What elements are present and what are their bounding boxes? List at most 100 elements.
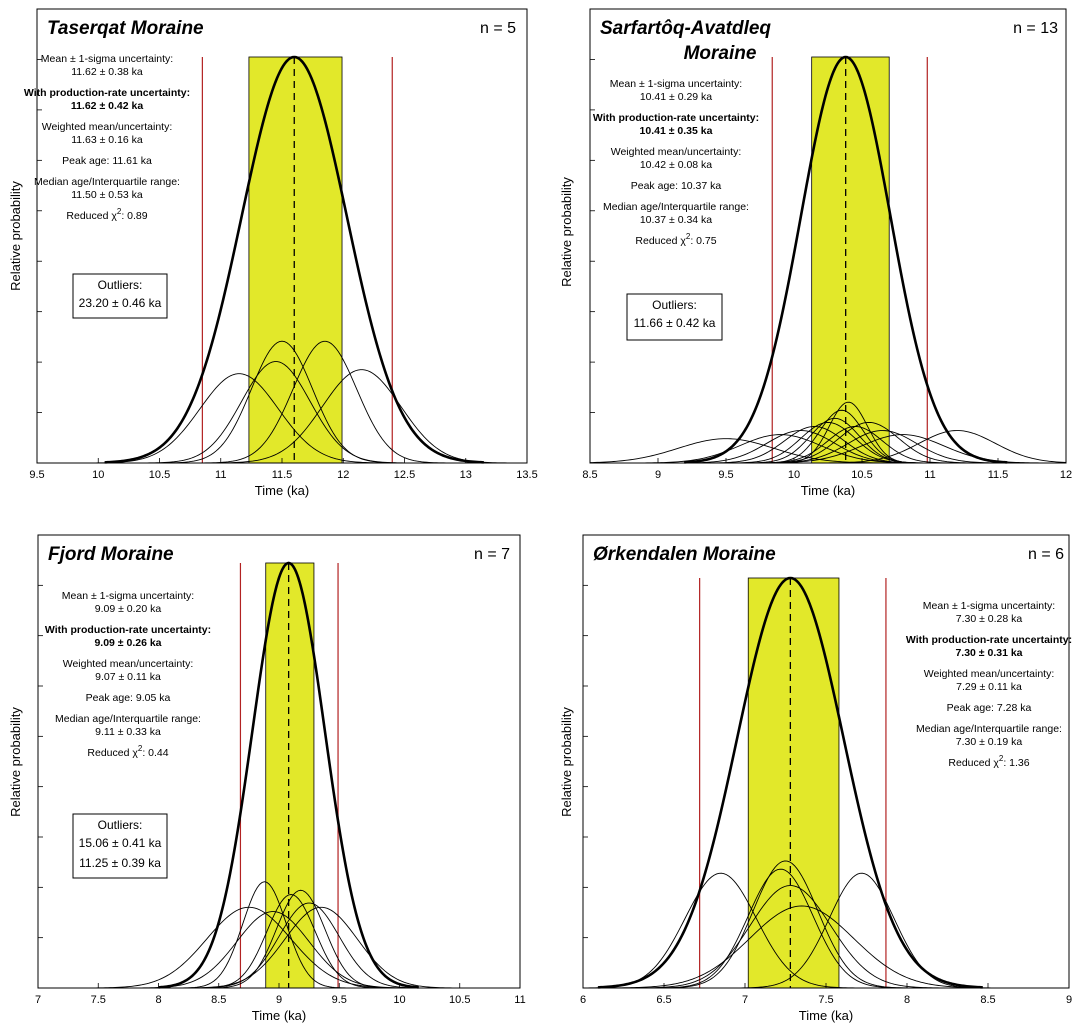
stat-value: 10.37 ± 0.34 ka [640,214,712,226]
panel-title: Taserqat Moraine [47,18,204,39]
x-tick-label: 6.5 [656,994,671,1006]
stat-value: 10.41 ± 0.35 ka [640,125,713,137]
stat-label: Median age/Interquartile range: [603,201,749,213]
stat-label: Peak age: 7.28 ka [947,702,1032,714]
panel-title: Sarfartôq-Avatdleq [600,18,771,39]
outliers-box [72,273,168,319]
stat-label: Weighted mean/uncertainty: [42,121,173,133]
x-tick-label: 9 [655,469,661,481]
panel-fjord: 7 7.5 8 8.5 9 9.5 10 10.5 11 Time (ka) Relative pr… [8,534,526,1023]
outliers-box [72,813,168,879]
outlier-value: 23.20 ± 0.46 ka [79,296,162,310]
x-tick-label: 7.5 [91,994,106,1006]
x-tick-label: 13 [460,469,472,481]
outliers-title: Outliers: [98,818,143,832]
x-tick-label: 10.5 [449,994,470,1006]
stat-value: 7.29 ± 0.11 ka [956,681,1022,693]
panel-title-line-2: Moraine [684,43,757,64]
stat-reduced-chi2: Reduced χ2: 0.75 [635,232,716,247]
stat-value: 9.09 ± 0.20 ka [95,603,162,615]
x-tick-label: 10 [788,469,800,481]
x-tick-label: 7.5 [818,994,833,1006]
stat-label: Peak age: 10.37 ka [631,180,722,192]
sample-count: n = 13 [1013,20,1058,37]
x-tick-label: 9.5 [718,469,733,481]
x-axis-label: Time (ka) [255,483,309,498]
plot-frame [589,8,1067,464]
x-tick-label: 10.5 [851,469,872,481]
x-tick-label: 12.5 [394,469,415,481]
stat-value: 7.30 ± 0.31 ka [955,647,1022,659]
x-tick-label: 6 [580,994,586,1006]
outlier-value: 11.25 ± 0.39 ka [79,856,161,870]
stat-label: Weighted mean/uncertainty: [924,668,1055,680]
stat-label: Mean ± 1-sigma uncertainty: [41,53,173,65]
panel-sarfartoq: 8.5 9 9.5 10 10.5 11 11.5 12 Time (ka) Relative p… [559,8,1072,498]
stat-reduced-chi2: Reduced χ2: 0.44 [87,744,168,759]
stat-label: With production-rate uncertainty: [45,624,211,636]
panel-title: Fjord Moraine [48,544,174,565]
outliers-title: Outliers: [98,278,143,292]
x-tick-label: 8 [155,994,161,1006]
stat-label: Mean ± 1-sigma uncertainty: [923,600,1055,612]
stat-reduced-chi2: Reduced χ2: 1.36 [948,754,1029,769]
stat-value: 11.62 ± 0.38 ka [71,66,143,78]
x-tick-label: 11 [924,469,935,481]
x-tick-label: 8 [904,994,910,1006]
stat-label: With production-rate uncertainty: [593,112,759,124]
stat-value: 9.07 ± 0.11 ka [95,671,161,683]
outliers-box [626,293,723,341]
x-tick-label: 8.5 [211,994,226,1006]
outlier-value: 11.66 ± 0.42 ka [634,316,716,330]
panel-orkendalen: 6 6.5 7 7.5 8 8.5 9 Time (ka) Relative probabili… [559,534,1072,1023]
stat-value: 10.42 ± 0.08 ka [640,159,712,171]
stat-label: Median age/Interquartile range: [34,176,180,188]
panel-taserqat: 9.5 10 10.5 11 11.5 12 12.5 13 13.5 Time (ka) Rela… [8,8,538,498]
x-tick-label: 8.5 [582,469,597,481]
uncertainty-band [811,56,890,464]
x-tick-label: 7 [742,994,748,1006]
stat-label: Median age/Interquartile range: [916,723,1062,735]
x-tick-label: 9.5 [29,469,44,481]
x-axis-label: Time (ka) [799,1008,853,1023]
sample-count: n = 5 [480,20,516,37]
x-tick-label: 13.5 [516,469,537,481]
stat-value: 11.50 ± 0.53 ka [71,189,143,201]
x-tick-label: 10 [92,469,104,481]
stat-label: Median age/Interquartile range: [55,713,201,725]
stat-value: 7.30 ± 0.28 ka [956,613,1023,625]
stat-reduced-chi2: Reduced χ2: 0.89 [66,207,147,222]
stat-label: Weighted mean/uncertainty: [611,146,742,158]
y-axis-label: Relative probability [8,707,23,817]
x-tick-label: 9 [276,994,282,1006]
sample-count: n = 7 [474,546,510,563]
x-axis-label: Time (ka) [252,1008,306,1023]
y-axis-label: Relative probability [559,177,574,287]
x-tick-label: 11.5 [272,469,293,481]
stat-value: 11.62 ± 0.42 ka [71,100,143,112]
outliers-title: Outliers: [652,298,697,312]
stat-label: With production-rate uncertainty: [24,87,190,99]
uncertainty-band [265,562,315,989]
y-axis-label: Relative probability [8,181,23,291]
x-tick-label: 9.5 [332,994,347,1006]
x-tick-label: 7 [35,994,41,1006]
x-tick-label: 8.5 [980,994,995,1006]
stat-label: Weighted mean/uncertainty: [63,658,194,670]
stat-value: 7.30 ± 0.19 ka [956,736,1023,748]
stat-value: 11.63 ± 0.16 ka [71,134,143,146]
sample-count: n = 6 [1028,546,1064,563]
x-tick-label: 11.5 [988,469,1009,481]
x-tick-label: 9 [1066,994,1072,1006]
x-tick-label: 10 [393,994,405,1006]
stat-label: With production-rate uncertainty: [906,634,1072,646]
x-tick-label: 11 [215,469,226,481]
stat-label: Peak age: 11.61 ka [62,155,152,167]
x-tick-label: 10.5 [149,469,170,481]
stat-label: Mean ± 1-sigma uncertainty: [610,78,742,90]
x-tick-label: 12 [1060,469,1072,481]
x-tick-label: 11 [514,994,525,1006]
stat-value: 9.09 ± 0.26 ka [94,637,161,649]
stat-value: 10.41 ± 0.29 ka [640,91,712,103]
